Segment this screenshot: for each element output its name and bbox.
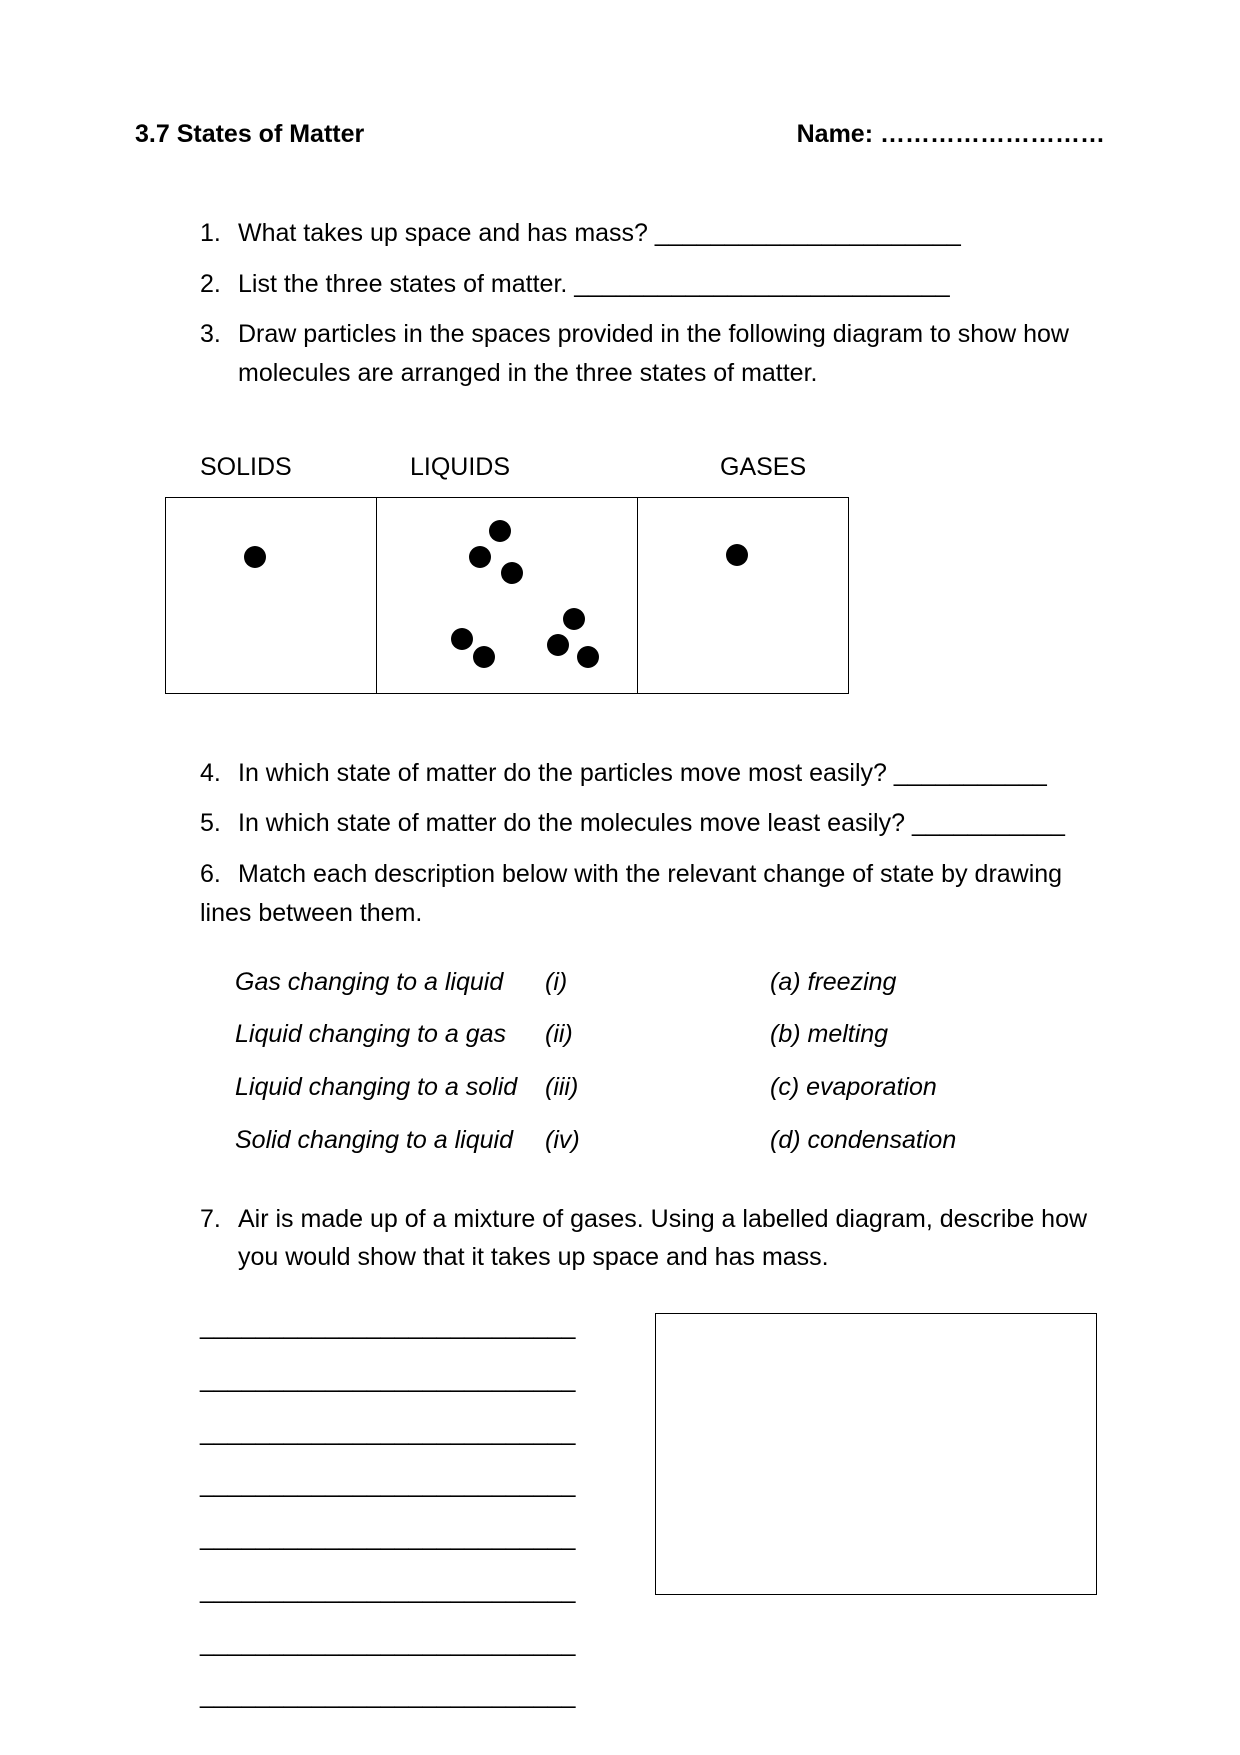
- q6-text: Match each description below with the re…: [238, 855, 1105, 894]
- q4-text: In which state of matter do the particle…: [238, 754, 1105, 793]
- question-list-2: 4. In which state of matter do the parti…: [135, 754, 1105, 1278]
- particle-dot: [547, 634, 569, 656]
- match-mid: (iii): [545, 1068, 770, 1107]
- match-right: (c) evaporation: [770, 1068, 937, 1107]
- name-field-label: Name: ………………………: [797, 115, 1105, 154]
- drawing-box: [655, 1313, 1097, 1595]
- write-line: ___________________________: [200, 1307, 600, 1346]
- q6-text-cont: lines between them.: [200, 894, 1105, 933]
- question-6: 6. Match each description below with the…: [200, 855, 1105, 894]
- q6-number: 6.: [200, 855, 238, 894]
- match-right: (d) condensation: [770, 1121, 956, 1160]
- q5-text: In which state of matter do the molecule…: [238, 804, 1105, 843]
- question-3: 3. Draw particles in the spaces provided…: [200, 315, 1105, 393]
- match-left: Liquid changing to a solid: [235, 1068, 545, 1107]
- label-gases: GASES: [670, 448, 930, 487]
- question-2: 2. List the three states of matter. ____…: [200, 265, 1105, 304]
- particle-dot: [563, 608, 585, 630]
- question-6-cont: lines between them.: [200, 894, 1105, 933]
- match-mid: (i): [545, 963, 770, 1002]
- write-line: ___________________________: [200, 1465, 600, 1504]
- particle-dot: [451, 628, 473, 650]
- header: 3.7 States of Matter Name: ………………………: [135, 115, 1105, 154]
- write-line: ___________________________: [200, 1518, 600, 1557]
- label-liquids: LIQUIDS: [410, 448, 670, 487]
- q2-number: 2.: [200, 265, 238, 304]
- particle-dot: [244, 546, 266, 568]
- q3-number: 3.: [200, 315, 238, 393]
- box-solids: [165, 497, 377, 694]
- q1-text: What takes up space and has mass? ______…: [238, 214, 1105, 253]
- q1-number: 1.: [200, 214, 238, 253]
- diagram-labels: SOLIDS LIQUIDS GASES: [135, 448, 1105, 487]
- match-left: Solid changing to a liquid: [235, 1121, 545, 1160]
- question-list: 1. What takes up space and has mass? ___…: [135, 214, 1105, 393]
- box-liquids: [377, 497, 638, 694]
- match-right: (b) melting: [770, 1015, 888, 1054]
- q2-text: List the three states of matter. _______…: [238, 265, 1105, 304]
- particle-dot: [469, 546, 491, 568]
- match-left: Liquid changing to a gas: [235, 1015, 545, 1054]
- q5-number: 5.: [200, 804, 238, 843]
- particle-dot: [501, 562, 523, 584]
- match-row: Liquid changing to a solid (iii) (c) eva…: [235, 1068, 1105, 1107]
- match-row: Solid changing to a liquid (iv) (d) cond…: [235, 1121, 1105, 1160]
- write-line: ___________________________: [200, 1360, 600, 1399]
- write-line: ___________________________: [200, 1676, 600, 1715]
- question-4: 4. In which state of matter do the parti…: [200, 754, 1105, 793]
- particle-dot: [489, 520, 511, 542]
- box-gases: [638, 497, 849, 694]
- write-line: ___________________________: [200, 1571, 600, 1610]
- question-5: 5. In which state of matter do the molec…: [200, 804, 1105, 843]
- particle-dot: [726, 544, 748, 566]
- match-right: (a) freezing: [770, 963, 896, 1002]
- answer-lines: ___________________________ ____________…: [200, 1307, 600, 1729]
- q7-number: 7.: [200, 1200, 238, 1278]
- write-line: ___________________________: [200, 1624, 600, 1663]
- page-title: 3.7 States of Matter: [135, 115, 364, 154]
- match-left: Gas changing to a liquid: [235, 963, 545, 1002]
- question-7: 7. Air is made up of a mixture of gases.…: [200, 1200, 1105, 1278]
- q7-text: Air is made up of a mixture of gases. Us…: [238, 1200, 1105, 1278]
- q3-text: Draw particles in the spaces provided in…: [238, 315, 1105, 393]
- match-table: Gas changing to a liquid (i) (a) freezin…: [200, 963, 1105, 1160]
- question-1: 1. What takes up space and has mass? ___…: [200, 214, 1105, 253]
- worksheet-page: 3.7 States of Matter Name: ……………………… 1. …: [0, 0, 1240, 1755]
- q7-answer-area: ___________________________ ____________…: [135, 1307, 1105, 1729]
- particle-dot: [577, 646, 599, 668]
- match-row: Liquid changing to a gas (ii) (b) meltin…: [235, 1015, 1105, 1054]
- q4-number: 4.: [200, 754, 238, 793]
- match-mid: (iv): [545, 1121, 770, 1160]
- match-mid: (ii): [545, 1015, 770, 1054]
- particle-dot: [473, 646, 495, 668]
- write-line: ___________________________: [200, 1413, 600, 1452]
- diagram-boxes: [135, 497, 1105, 694]
- label-solids: SOLIDS: [200, 448, 410, 487]
- match-row: Gas changing to a liquid (i) (a) freezin…: [235, 963, 1105, 1002]
